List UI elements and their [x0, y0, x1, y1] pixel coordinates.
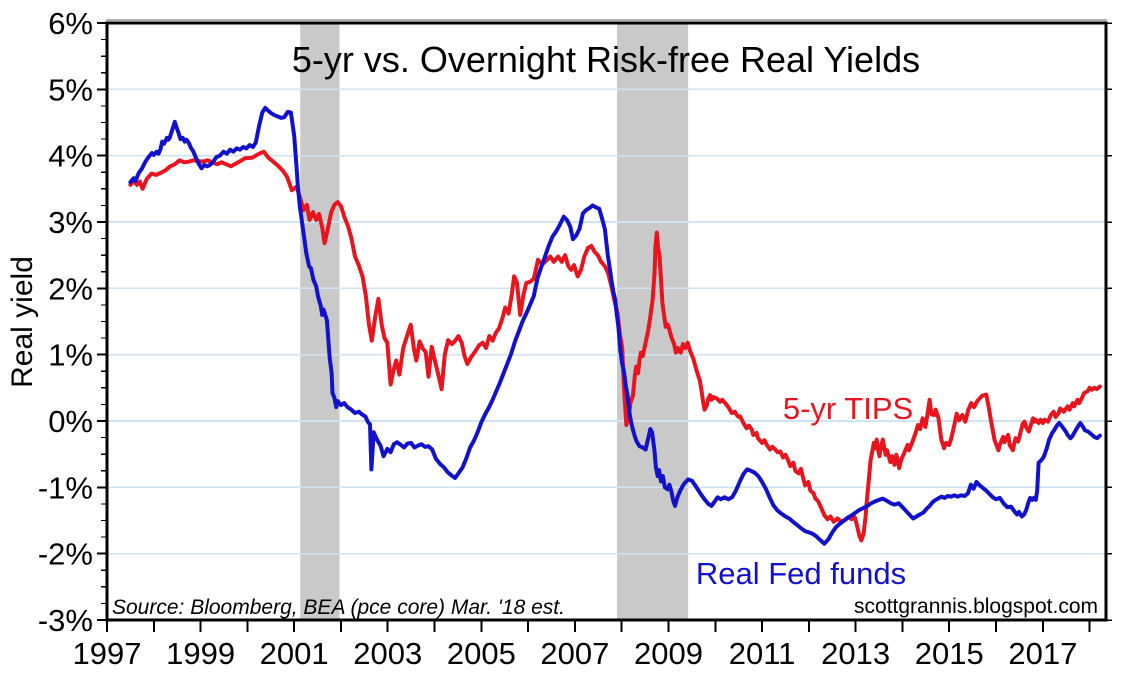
y-tick-labels: 6% 5% 4% 3% 2% 1% 0% -1% -2% -3% — [38, 6, 93, 638]
x-tick-label: 2017 — [1008, 636, 1077, 671]
series-line-1 — [128, 105, 1102, 546]
series-lines — [128, 105, 1102, 546]
y-tick-label: -3% — [38, 603, 93, 638]
y-tick-label: 3% — [48, 205, 93, 240]
recession-band — [617, 24, 689, 619]
x-tick-label: 2003 — [353, 636, 422, 671]
x-tick-label: 1997 — [73, 636, 142, 671]
y-axis-title: Real yield — [6, 256, 39, 388]
source-note: Source: Bloomberg, BEA (pce core) Mar. '… — [112, 596, 565, 619]
series-line-0 — [128, 149, 1102, 543]
y-gridlines — [107, 88, 1106, 555]
axis-ticks — [97, 22, 1112, 632]
y-tick-label: -1% — [38, 470, 93, 505]
y-tick-label: 0% — [48, 404, 93, 439]
y-tick-label: 6% — [48, 6, 93, 41]
x-tick-label: 2001 — [260, 636, 329, 671]
x-tick-labels: 1997 1999 2001 2003 2005 2007 2009 2011 2013 2015… — [73, 636, 1078, 671]
y-tick-label: 5% — [48, 72, 93, 107]
x-tick-label: 1999 — [166, 636, 235, 671]
recession-bands — [300, 24, 689, 619]
series-label-5yr-tips: 5-yr TIPS — [783, 391, 913, 426]
x-tick-label: 2007 — [540, 636, 609, 671]
y-tick-label: 4% — [48, 139, 93, 174]
series-label-real-fed-funds: Real Fed funds — [696, 556, 906, 591]
watermark-url: scottgrannis.blogspot.com — [854, 595, 1098, 618]
y-tick-label: 2% — [48, 271, 93, 306]
x-tick-label: 2013 — [821, 636, 890, 671]
x-tick-label: 2009 — [634, 636, 703, 671]
x-tick-label: 2011 — [729, 636, 796, 671]
x-tick-label: 2015 — [915, 636, 984, 671]
y-tick-label: 1% — [48, 338, 93, 373]
plot-border — [105, 21, 1108, 622]
recession-band — [300, 24, 340, 619]
y-tick-label: -2% — [38, 537, 93, 572]
x-tick-label: 2005 — [447, 636, 516, 671]
plot-frame — [105, 19, 1108, 622]
chart-title: 5-yr vs. Overnight Risk-free Real Yields — [292, 39, 920, 80]
